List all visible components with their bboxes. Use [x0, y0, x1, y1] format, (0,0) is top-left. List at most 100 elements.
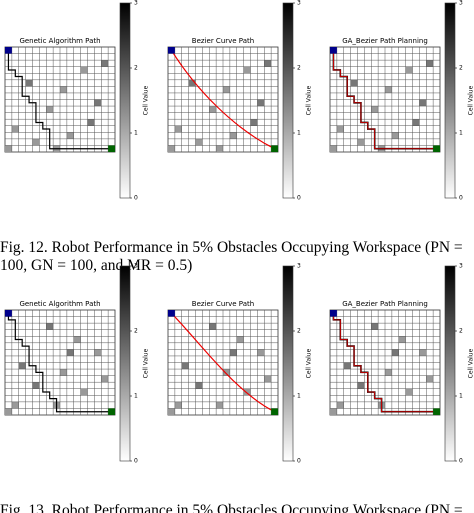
obstacle [229, 349, 237, 356]
start-cell [330, 47, 337, 54]
obstacle [5, 145, 12, 152]
obstacle [371, 106, 379, 113]
obstacle [25, 79, 33, 87]
colorbar-tick-label: 2 [134, 65, 138, 72]
goal-cell [271, 145, 278, 152]
obstacle [80, 388, 88, 396]
colorbar [444, 265, 456, 462]
obstacle [181, 362, 189, 370]
colorbar-label: Cell Value [143, 348, 150, 378]
obstacle [336, 125, 344, 133]
ga-path [7, 50, 112, 150]
colorbar-tick-label: 3 [134, 0, 138, 7]
goal-cell [433, 408, 440, 415]
colorbar-label: Cell Value [143, 85, 150, 115]
colorbar-tick-label: 0 [297, 458, 301, 465]
obstacle [350, 79, 358, 87]
obstacle [243, 66, 251, 74]
colorbar [119, 265, 131, 462]
colorbar-tick-label: 2 [459, 65, 463, 72]
colorbar-tick-label: 1 [459, 393, 463, 400]
obstacle [18, 362, 26, 370]
obstacle [257, 349, 265, 356]
obstacle [32, 382, 40, 389]
bezier-path [171, 312, 275, 413]
colorbar-tick-label: 3 [459, 263, 463, 270]
obstacle [357, 382, 365, 389]
colorbar-tick-label: 2 [134, 328, 138, 335]
obstacle [419, 349, 427, 356]
bezier-path [170, 49, 275, 150]
start-cell [168, 310, 175, 317]
obstacle [80, 66, 88, 74]
obstacle [250, 119, 258, 126]
colorbar-label: Cell Value [468, 85, 474, 115]
obstacle [330, 145, 337, 152]
obstacle [398, 336, 406, 343]
obstacle [101, 375, 109, 383]
colorbar-tick-label: 0 [134, 195, 138, 202]
ga-path [7, 313, 112, 413]
obstacle [426, 60, 434, 67]
colorbar-tick-label: 1 [297, 393, 301, 400]
colorbar-tick-label: 3 [459, 0, 463, 7]
obstacle [229, 132, 237, 139]
colorbar-tick-label: 0 [297, 195, 301, 202]
goal-cell [108, 408, 115, 415]
obstacle [209, 323, 217, 330]
colorbar-tick-label: 2 [297, 328, 301, 335]
obstacle [94, 99, 102, 107]
panel-title: Bezier Curve Path [192, 300, 254, 308]
colorbar-tick-label: 0 [134, 458, 138, 465]
obstacle [385, 369, 392, 376]
panel-title: Genetic Algorithm Path [19, 37, 100, 45]
colorbar [282, 2, 294, 199]
obstacle [66, 132, 74, 139]
caption: 100, GN = 100, and MR = 0.5) [0, 257, 192, 274]
caption: Fig. 12. Robot Performance in 5% Obstacl… [0, 239, 463, 256]
colorbar [119, 2, 131, 199]
obstacle [223, 369, 230, 376]
obstacle [188, 79, 196, 87]
obstacle [60, 369, 67, 376]
colorbar-tick-label: 1 [134, 130, 138, 137]
obstacle [73, 336, 81, 343]
obstacle [405, 388, 413, 396]
obstacle [46, 323, 54, 330]
colorbar-tick-label: 0 [459, 195, 463, 202]
obstacle [11, 125, 19, 133]
obstacle [195, 138, 203, 146]
colorbar-tick-label: 1 [134, 393, 138, 400]
panel-title: GA_Bezier Path Planning [342, 37, 428, 45]
obstacle [60, 86, 67, 93]
panel-title: GA_Bezier Path Planning [342, 300, 428, 308]
obstacle [66, 349, 74, 356]
caption: Fig. 13. Robot Performance in 5% Obstacl… [0, 502, 463, 513]
obstacle [216, 145, 223, 152]
colorbar-tick-label: 3 [297, 263, 301, 270]
obstacle [223, 86, 230, 93]
colorbar-tick-label: 2 [459, 328, 463, 335]
obstacle [5, 408, 12, 415]
obstacle [264, 375, 272, 383]
obstacle [243, 388, 251, 396]
goal-cell [108, 145, 115, 152]
obstacle [419, 99, 427, 107]
obstacle [236, 336, 244, 343]
obstacle [46, 106, 54, 113]
obstacle [101, 60, 109, 67]
start-cell [5, 47, 12, 54]
bezier-path [333, 50, 437, 150]
obstacle [168, 145, 175, 152]
goal-cell [433, 145, 440, 152]
obstacle [209, 106, 217, 113]
obstacle [343, 362, 351, 370]
colorbar-tick-label: 1 [297, 130, 301, 137]
colorbar-label: Cell Value [306, 85, 313, 115]
bezier-path [333, 313, 437, 413]
obstacle [94, 349, 102, 356]
obstacle [357, 138, 365, 146]
obstacle [391, 132, 399, 139]
start-cell [168, 47, 175, 54]
